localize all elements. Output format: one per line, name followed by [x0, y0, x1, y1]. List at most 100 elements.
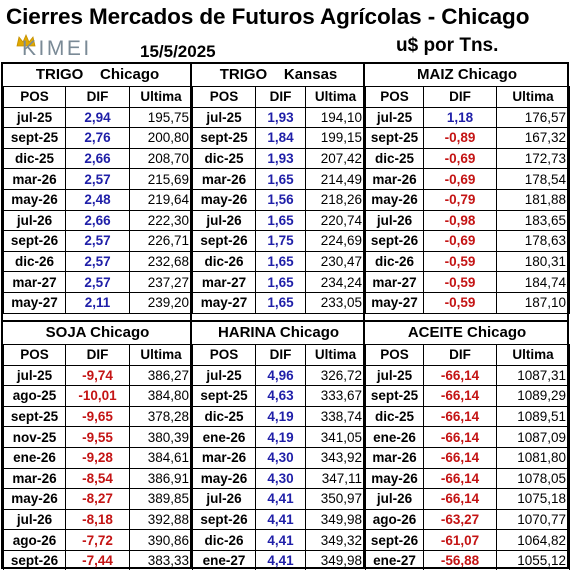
- price-change: -66,14: [423, 446, 497, 469]
- table-row: may-26 -0,79 181,88: [365, 188, 570, 211]
- price-change: -0,69: [423, 230, 497, 252]
- panel-maiz-chicago: MAIZ Chicago POS DIF Ultima jul-25 1,18 176,57…: [365, 64, 570, 320]
- last-price: 183,65: [496, 209, 570, 232]
- table-row: may-26 4,30 347,11: [192, 467, 366, 490]
- table-row: may-27 1,65 233,05: [192, 291, 366, 314]
- table-row: dic-25 4,19 338,74: [192, 405, 366, 428]
- price-change: 1,93: [255, 147, 306, 170]
- contract-month: jul-25: [3, 364, 66, 387]
- column-header-pos: POS: [192, 344, 256, 366]
- last-price: 1064,82: [496, 529, 570, 551]
- price-change: 4,19: [255, 426, 306, 448]
- contract-month: mar-26: [192, 168, 256, 190]
- table-row: ago-25 -10,01 384,80: [3, 385, 193, 407]
- price-change: 2,11: [65, 291, 130, 314]
- last-price: 218,26: [305, 188, 366, 211]
- contract-month: mar-27: [192, 271, 256, 293]
- futures-grid: TRIGO Chicago POS DIF Ultima jul-25 2,94 195,7…: [1, 62, 570, 570]
- table-row: sept-25 1,84 199,15: [192, 127, 366, 149]
- table-row: sept-25 -9,65 378,28: [3, 405, 193, 428]
- last-price: 220,74: [305, 209, 366, 232]
- last-price: 1070,77: [496, 508, 570, 531]
- table-row: sept-26 1,75 224,69: [192, 230, 366, 252]
- contract-month: ago-26: [3, 529, 66, 551]
- price-change: -66,14: [423, 488, 497, 510]
- table-row: sept-26 -0,69 178,63: [365, 230, 570, 252]
- table-row: dic-26 -0,59 180,31: [365, 250, 570, 273]
- contract-month: may-27: [192, 291, 256, 314]
- futures-table: POS DIF Ultima jul-25 -9,74 386,27 ago-25 -10,0…: [3, 344, 193, 570]
- contract-month: sept-25: [3, 127, 66, 149]
- last-price: 343,92: [305, 446, 366, 469]
- last-price: 347,11: [305, 467, 366, 490]
- contract-month: mar-26: [192, 446, 256, 469]
- price-change: -9,65: [65, 405, 130, 428]
- header: Cierres Mercados de Futuros Agrícolas - …: [0, 0, 570, 62]
- price-change: -0,79: [423, 188, 497, 211]
- last-price: 326,72: [305, 364, 366, 387]
- contract-month: dic-25: [365, 147, 424, 170]
- price-change: -56,88: [423, 549, 497, 570]
- contract-month: jul-26: [365, 488, 424, 510]
- panel-title: TRIGO Chicago: [35, 66, 160, 83]
- table-row: may-27 -0,59 187,10: [365, 291, 570, 314]
- last-price: 383,33: [129, 549, 193, 570]
- price-change: 1,65: [255, 271, 306, 293]
- last-price: 167,32: [496, 127, 570, 149]
- column-header-last: Ultima: [305, 86, 366, 108]
- last-price: 1089,29: [496, 385, 570, 407]
- price-change: -0,89: [423, 127, 497, 149]
- last-price: 380,39: [129, 426, 193, 448]
- contract-month: jul-26: [3, 209, 66, 232]
- table-row: jul-25 -9,74 386,27: [3, 364, 193, 387]
- column-header-pos: POS: [3, 344, 66, 366]
- last-price: 207,42: [305, 147, 366, 170]
- column-header-dif: DIF: [423, 86, 497, 108]
- table-header-row: POS DIF Ultima: [3, 344, 193, 366]
- futures-table: POS DIF Ultima jul-25 1,93 194,10 sept-25 1,84 1…: [192, 86, 366, 314]
- panel-trigo-kansas: TRIGO Kansas POS DIF Ultima jul-25 1,93 194,10…: [192, 64, 366, 320]
- contract-month: dic-26: [192, 529, 256, 551]
- price-change: 2,57: [65, 168, 130, 190]
- table-row: jul-25 2,94 195,75: [3, 106, 193, 129]
- last-price: 338,74: [305, 405, 366, 428]
- contract-month: mar-26: [3, 168, 66, 190]
- contract-month: ago-26: [365, 508, 424, 531]
- contract-month: sept-25: [365, 385, 424, 407]
- price-change: -0,59: [423, 291, 497, 314]
- price-change: 2,76: [65, 127, 130, 149]
- last-price: 234,24: [305, 271, 366, 293]
- price-change: -0,98: [423, 209, 497, 232]
- panel-aceite-chicago: ACEITE Chicago POS DIF Ultima jul-25 -66,14 10…: [365, 322, 570, 570]
- column-header-pos: POS: [3, 86, 66, 108]
- price-change: 4,30: [255, 467, 306, 490]
- table-row: mar-27 -0,59 184,74: [365, 271, 570, 293]
- price-change: -8,18: [65, 508, 130, 531]
- table-row: may-26 -8,27 389,85: [3, 488, 193, 510]
- table-row: dic-25 -66,14 1089,51: [365, 405, 570, 428]
- price-change: -66,14: [423, 364, 497, 387]
- logo: KIMEI: [14, 34, 124, 60]
- last-price: 199,15: [305, 127, 366, 149]
- table-row: ene-27 4,41 349,98: [192, 549, 366, 570]
- contract-month: ene-26: [3, 446, 66, 469]
- panel-title: HARINA Chicago: [217, 324, 340, 341]
- futures-table: POS DIF Ultima jul-25 -66,14 1087,31 sept-25 -6…: [365, 344, 570, 570]
- table-row: may-26 1,56 218,26: [192, 188, 366, 211]
- last-price: 176,57: [496, 106, 570, 129]
- table-row: ene-26 4,19 341,05: [192, 426, 366, 448]
- column-header-last: Ultima: [496, 344, 570, 366]
- contract-month: jul-25: [3, 106, 66, 129]
- last-price: 333,67: [305, 385, 366, 407]
- price-change: -66,14: [423, 385, 497, 407]
- table-row: jul-25 -66,14 1087,31: [365, 364, 570, 387]
- contract-month: dic-26: [3, 250, 66, 273]
- column-header-dif: DIF: [65, 344, 130, 366]
- divider: [363, 64, 365, 567]
- table-row: ene-26 -66,14 1087,09: [365, 426, 570, 448]
- last-price: 1087,31: [496, 364, 570, 387]
- table-row: dic-25 1,93 207,42: [192, 147, 366, 170]
- table-row: sept-26 -7,44 383,33: [3, 549, 193, 570]
- table-row: ago-26 -63,27 1070,77: [365, 508, 570, 531]
- last-price: 1089,51: [496, 405, 570, 428]
